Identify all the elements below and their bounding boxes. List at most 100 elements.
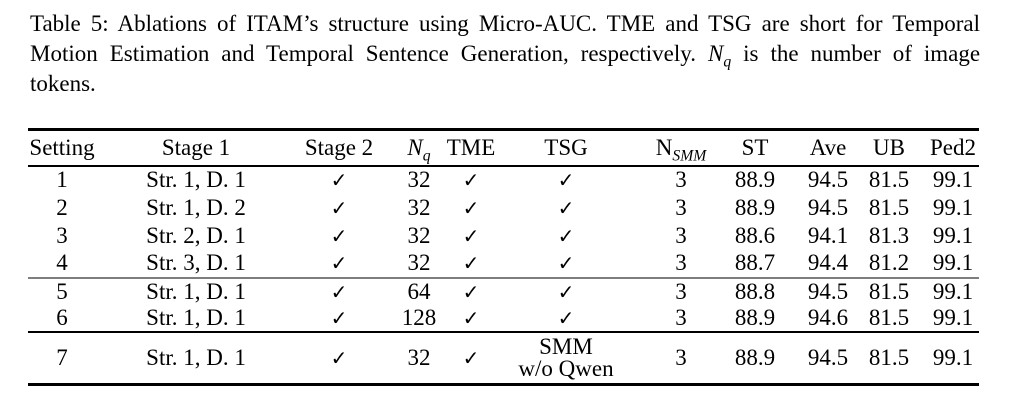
- checkmark-icon: ✓: [557, 223, 575, 248]
- cell-ub: 81.5: [868, 278, 910, 304]
- table-group-1: 1 Str. 1, D. 1 ✓ 32 ✓ ✓ 3 88.9 94.5 81.5 99.1 2 Str.…: [28, 166, 979, 278]
- cell-nsmm: 3: [675, 304, 687, 330]
- col-header-ped2: Ped2: [930, 134, 976, 160]
- caption-line-2: Motion Estimation and Temporal Sentence …: [30, 39, 980, 70]
- table-header: Setting Stage 1 Stage 2 Nq TME TSG NSMM ST Ave UB…: [28, 130, 979, 166]
- cell-stage1: Str. 1, D. 1: [146, 167, 246, 192]
- cell-ped2: 99.1: [932, 222, 974, 248]
- cell-ub: 81.5: [868, 167, 910, 192]
- stacked-line: w/o Qwen: [518, 355, 614, 381]
- table-row-7: 7 Str. 1, D. 1 ✓ 32 ✓ SMM w/o Qwen 3 88.9 94.5 81.…: [28, 332, 979, 385]
- cell-st: 88.9: [734, 194, 776, 220]
- cell-ped2: 99.1: [932, 194, 974, 220]
- cell-stage2: ✓: [296, 166, 382, 194]
- cell-tme: ✓: [442, 222, 518, 250]
- cell-tme: ✓: [442, 194, 518, 222]
- checkmark-icon: ✓: [330, 168, 348, 192]
- col-header-stage1: Stage 1: [161, 134, 231, 160]
- cell-ave: 94.1: [807, 222, 849, 248]
- cell-ub: 81.5: [868, 344, 910, 370]
- checkmark-icon: ✓: [330, 223, 348, 248]
- table-row-4: 4 Str. 3, D. 1 ✓ 32 ✓ ✓ 3 88.7 94.4 81.2 99.1: [28, 250, 979, 278]
- cell-ave: 94.5: [807, 194, 849, 220]
- caption-text: tokens.: [30, 71, 96, 96]
- stacked-line: SMM: [539, 333, 593, 359]
- col-header-ave: Ave: [809, 134, 847, 160]
- cell-tsg: ✓: [518, 278, 626, 305]
- col-header-tsg: TSG: [544, 134, 588, 160]
- cell-ave: 94.4: [807, 250, 849, 275]
- caption-line-1: Table 5: Ablations of ITAM’s structure u…: [30, 9, 980, 39]
- cell-tsg: ✓: [518, 166, 626, 194]
- cell-ub: 81.2: [868, 250, 910, 275]
- checkmark-icon: ✓: [557, 168, 575, 192]
- table-row-5: 5 Str. 1, D. 1 ✓ 64 ✓ ✓ 3 88.8 94.5 81.5 99.1: [28, 278, 979, 305]
- cell-tsg: ✓: [518, 305, 626, 332]
- cell-nq: 32: [407, 167, 431, 192]
- cell-nq: 32: [407, 194, 431, 220]
- cell-st: 88.7: [734, 250, 776, 275]
- cell-ave: 94.6: [807, 304, 849, 330]
- col-header-ub: UB: [873, 134, 905, 160]
- checkmark-icon: ✓: [557, 195, 575, 220]
- cell-st: 88.6: [734, 222, 776, 248]
- checkmark-icon: ✓: [462, 279, 480, 304]
- cell-stage1: Str. 1, D. 1: [146, 344, 246, 370]
- cell-tme: ✓: [442, 305, 518, 332]
- cell-nq: 32: [407, 344, 431, 370]
- checkmark-icon: ✓: [330, 195, 348, 220]
- checkmark-icon: ✓: [557, 305, 575, 330]
- cell-setting: 4: [56, 250, 68, 275]
- col-header-setting: Setting: [29, 134, 95, 160]
- cell-ped2: 99.1: [932, 304, 974, 330]
- checkmark-icon: ✓: [330, 251, 348, 275]
- cell-setting: 6: [56, 304, 68, 330]
- col-header-nsmm: NSMM: [655, 134, 707, 165]
- caption-text: Motion Estimation and Temporal Sentence …: [30, 41, 697, 66]
- ablation-table: Setting Stage 1 Stage 2 Nq TME TSG NSMM ST Ave UB…: [28, 128, 979, 386]
- cell-setting: 5: [56, 278, 68, 304]
- cell-ave: 94.5: [807, 278, 849, 304]
- cell-setting: 1: [56, 167, 68, 192]
- col-header-nq: Nq: [407, 134, 431, 165]
- cell-tsg: ✓: [518, 222, 626, 250]
- cell-nsmm: 3: [675, 167, 687, 192]
- cell-ave: 94.5: [807, 167, 849, 192]
- table-row-1: 1 Str. 1, D. 1 ✓ 32 ✓ ✓ 3 88.9 94.5 81.5 99.1: [28, 166, 979, 194]
- cell-tme: ✓: [442, 278, 518, 305]
- cell-ped2: 99.1: [932, 278, 974, 304]
- header-row: Setting Stage 1 Stage 2 Nq TME TSG NSMM ST Ave UB…: [28, 130, 979, 166]
- cell-setting: 7: [56, 344, 68, 370]
- cell-st: 88.9: [734, 344, 776, 370]
- cell-setting: 2: [56, 194, 68, 220]
- cell-nsmm: 3: [675, 250, 687, 275]
- cell-ave: 94.5: [807, 344, 849, 370]
- cell-st: 88.9: [734, 304, 776, 330]
- cell-st: 88.8: [734, 278, 776, 304]
- checkmark-icon: ✓: [462, 305, 480, 330]
- cell-tme: ✓: [442, 250, 518, 278]
- cell-stage2: ✓: [296, 250, 382, 278]
- cell-tsg: ✓: [518, 250, 626, 278]
- cell-stage1: Str. 1, D. 1: [146, 278, 246, 304]
- cell-stage1: Str. 1, D. 1: [146, 304, 246, 330]
- cell-ped2: 99.1: [932, 167, 974, 192]
- cell-tsg: ✓: [518, 194, 626, 222]
- table-row-3: 3 Str. 2, D. 1 ✓ 32 ✓ ✓ 3 88.6 94.1 81.3 99.1: [28, 222, 979, 250]
- cell-nsmm: 3: [675, 278, 687, 304]
- cell-nq: 32: [407, 250, 431, 275]
- table-row-2: 2 Str. 1, D. 2 ✓ 32 ✓ ✓ 3 88.9 94.5 81.5 99.1: [28, 194, 979, 222]
- table-group-3: 7 Str. 1, D. 1 ✓ 32 ✓ SMM w/o Qwen 3 88.9 94.5 81.…: [28, 332, 979, 385]
- cell-stage1: Str. 3, D. 1: [146, 250, 246, 275]
- cell-ub: 81.5: [868, 304, 910, 330]
- caption-line-3: tokens.: [30, 69, 980, 99]
- checkmark-icon: ✓: [557, 279, 575, 304]
- checkmark-icon: ✓: [330, 345, 348, 370]
- checkmark-icon: ✓: [462, 195, 480, 220]
- checkmark-icon: ✓: [557, 251, 575, 275]
- cell-stage2: ✓: [296, 278, 382, 305]
- checkmark-icon: ✓: [462, 345, 480, 370]
- caption-text: Table 5: Ablations of ITAM’s structure u…: [30, 11, 980, 36]
- col-header-tme: TME: [446, 134, 496, 160]
- col-header-stage2: Stage 2: [304, 134, 374, 160]
